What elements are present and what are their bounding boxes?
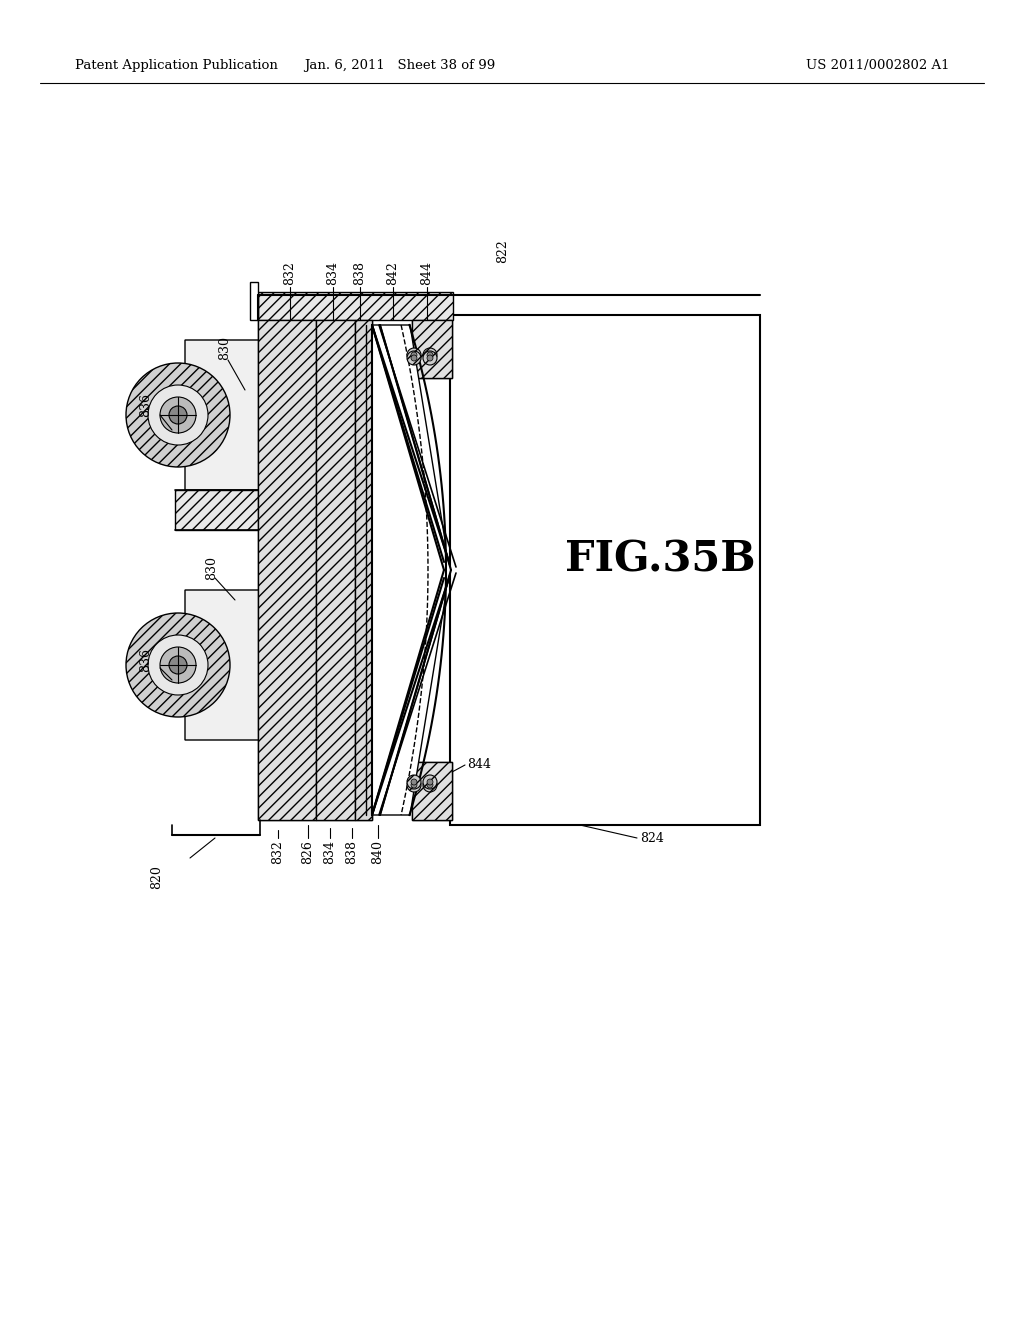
Text: US 2011/0002802 A1: US 2011/0002802 A1 [807, 58, 950, 71]
Bar [412, 319, 452, 378]
Bar [355, 319, 372, 820]
Text: 844: 844 [467, 759, 490, 771]
Circle shape [427, 352, 433, 358]
Bar [412, 319, 452, 378]
Circle shape [423, 351, 437, 366]
Bar [258, 319, 316, 820]
Circle shape [126, 612, 230, 717]
Circle shape [423, 348, 437, 362]
Circle shape [411, 355, 417, 360]
Bar [258, 319, 316, 820]
Circle shape [407, 775, 421, 789]
Text: 826: 826 [301, 840, 314, 863]
Text: 840: 840 [372, 840, 384, 865]
Circle shape [160, 397, 196, 433]
Circle shape [411, 352, 417, 358]
Circle shape [407, 777, 421, 792]
Circle shape [427, 779, 433, 785]
Text: 834: 834 [324, 840, 337, 865]
Circle shape [407, 348, 421, 362]
Polygon shape [170, 590, 268, 741]
Bar [316, 319, 355, 820]
Text: 830: 830 [205, 556, 218, 579]
Circle shape [126, 363, 230, 467]
Bar [355, 319, 372, 820]
Circle shape [427, 781, 433, 788]
Text: 824: 824 [640, 832, 664, 845]
Circle shape [160, 647, 196, 682]
Bar [412, 762, 452, 820]
Circle shape [169, 656, 187, 675]
Text: 844: 844 [421, 261, 433, 285]
Text: 822: 822 [497, 239, 510, 263]
Circle shape [423, 777, 437, 792]
Text: 842: 842 [386, 261, 399, 285]
Text: 838: 838 [345, 840, 358, 865]
Text: 832: 832 [271, 840, 285, 863]
Circle shape [411, 781, 417, 788]
Circle shape [423, 775, 437, 789]
Text: 830: 830 [218, 337, 231, 360]
Circle shape [407, 351, 421, 366]
Bar [412, 762, 452, 820]
Bar [250, 282, 258, 319]
Polygon shape [372, 325, 444, 814]
Bar [316, 319, 355, 820]
Text: 836: 836 [139, 648, 152, 672]
Circle shape [148, 385, 208, 445]
Polygon shape [372, 325, 450, 814]
Circle shape [169, 407, 187, 424]
Text: 836: 836 [139, 393, 152, 417]
Text: FIG.35B: FIG.35B [565, 539, 756, 581]
Polygon shape [170, 341, 268, 490]
Bar [258, 292, 453, 319]
Text: Jan. 6, 2011   Sheet 38 of 99: Jan. 6, 2011 Sheet 38 of 99 [304, 58, 496, 71]
Circle shape [411, 779, 417, 785]
Circle shape [148, 635, 208, 696]
Circle shape [427, 355, 433, 360]
Text: 834: 834 [327, 261, 340, 285]
Text: 832: 832 [284, 261, 297, 285]
Text: 820: 820 [150, 865, 163, 888]
Polygon shape [372, 325, 445, 814]
Bar [175, 490, 265, 531]
Text: Patent Application Publication: Patent Application Publication [75, 58, 278, 71]
Bar [450, 315, 760, 825]
Text: 838: 838 [353, 261, 367, 285]
